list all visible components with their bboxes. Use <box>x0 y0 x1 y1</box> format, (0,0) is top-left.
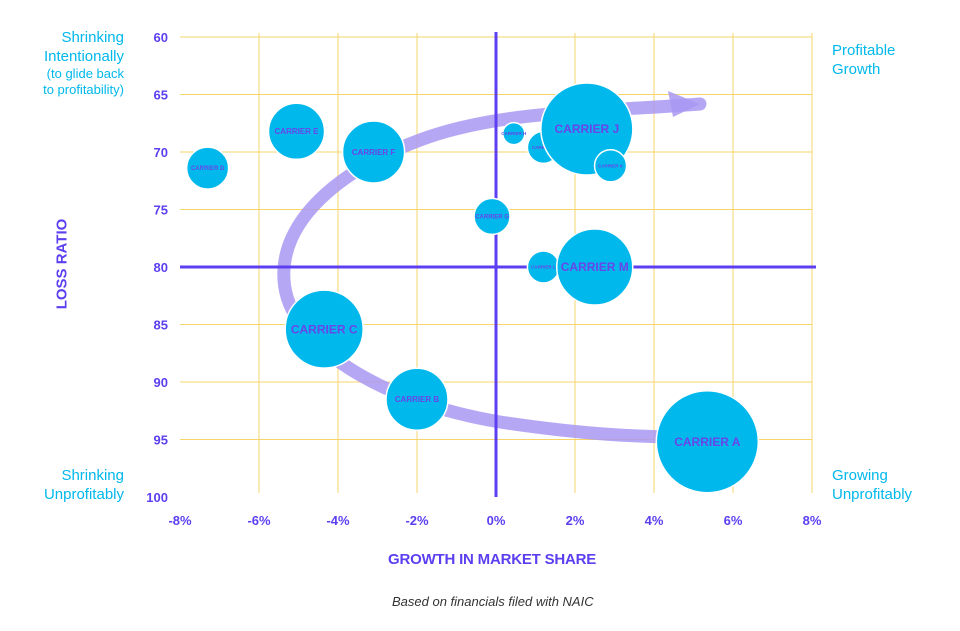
x-tick-label: 4% <box>645 513 664 528</box>
y-tick-label: 70 <box>154 145 168 160</box>
bubble-circle <box>655 390 760 494</box>
bubble-label: CARRIER I <box>532 145 555 150</box>
quadrant-line2: Unprofitably <box>832 486 913 503</box>
quadrant-title-line1: Shrinking <box>61 29 124 46</box>
bubble-label: CARRIER B <box>395 395 440 404</box>
trajectory-arrow <box>277 91 719 444</box>
y-tick-label: 95 <box>154 433 168 448</box>
bubble-carrier-m: CARRIER M <box>556 228 634 306</box>
bubble-label: CARRIER M <box>561 260 629 274</box>
quadrant-label-shrinking-intentionally: Shrinking Intentionally (to glide back t… <box>14 28 124 98</box>
bubble-circle <box>593 149 628 183</box>
bubble-label: CARRIER L <box>531 265 556 270</box>
y-axis-label: LOSS RATIO <box>53 218 71 310</box>
bubble-carrier-b: CARRIER B <box>385 367 449 431</box>
bubble-label: CARRIER G <box>475 215 509 221</box>
bubble-carrier-c: CARRIER C <box>284 289 364 369</box>
bubble-label: CARRIER A <box>674 435 741 449</box>
x-tick-label: -8% <box>168 513 192 528</box>
bubble-circle <box>185 146 230 190</box>
quadrant-sub-line1: (to glide back <box>46 66 124 81</box>
x-tick-label: 0% <box>487 513 506 528</box>
bubble-carrier-l: CARRIER L <box>526 250 561 284</box>
x-axis-label: GROWTH IN MARKET SHARE <box>388 551 597 568</box>
y-tick-label: 80 <box>154 260 168 275</box>
x-tick-label: -2% <box>405 513 429 528</box>
quadrant-title-line2: Intentionally <box>43 48 124 65</box>
bubble-label: CARRIER D <box>191 166 225 172</box>
bubble-carrier-d: CARRIER D <box>185 146 230 190</box>
bubble-label: CARRIER K <box>598 163 624 168</box>
bubble-label: CARRIER F <box>352 148 396 157</box>
bubble-carrier-a: CARRIER A <box>655 390 760 494</box>
x-tick-label: -6% <box>247 513 271 528</box>
bubble-label: CARRIER J <box>555 122 620 136</box>
x-tick-label: 2% <box>566 513 585 528</box>
quadrant-label-growing-unprofitably: Growing Unprofitably <box>832 466 912 504</box>
x-tick-label: 6% <box>724 513 743 528</box>
bubble-circle <box>385 367 449 431</box>
bubble-label: CARRIER C <box>291 322 358 336</box>
bubble-label: CARRIER E <box>275 127 320 136</box>
footnote: Based on financials filed with NAIC <box>392 594 594 609</box>
quadrant-line2: Growth <box>832 61 881 78</box>
y-tick-label: 100 <box>146 490 168 505</box>
bubble-carrier-g: CARRIER G <box>473 197 511 236</box>
quadrant-line2: Unprofitably <box>43 486 124 503</box>
quadrant-sub-line2: to profitability) <box>43 82 124 97</box>
bubble-circle <box>556 228 634 306</box>
reference-axes <box>180 32 816 497</box>
trajectory-arrow-head <box>668 91 700 117</box>
bubble-circle <box>502 121 526 146</box>
bubble-carrier-h: CARRIER H <box>501 121 526 146</box>
bubble-circle <box>341 120 406 184</box>
y-tick-label: 65 <box>154 88 168 103</box>
tick-labels: -8% -6% -4% -2% 0% 2% 4% 6% 8% 60 65 70 75 80 85 90 95 10… <box>146 30 822 528</box>
quadrant-label-profitable-growth: Profitable Growth <box>832 41 895 79</box>
bubble-label: CARRIER H <box>501 131 526 136</box>
bubble-circle <box>284 289 364 369</box>
quadrant-line1: Profitable <box>832 42 896 59</box>
bubble-carrier-f: CARRIER F <box>341 120 406 184</box>
bubbles: CARRIER A CARRIER B CARRIER C CARRIER D CARR… <box>185 82 760 494</box>
trajectory-arrow-path <box>277 97 719 444</box>
y-tick-label: 90 <box>154 375 168 390</box>
bubble-circle <box>473 197 511 236</box>
bubble-carrier-e: CARRIER E <box>267 102 326 161</box>
y-tick-label: 75 <box>154 203 168 218</box>
x-tick-label: 8% <box>803 513 822 528</box>
bubble-carrier-k: CARRIER K <box>593 149 628 183</box>
quadrant-line1: Growing <box>832 467 888 484</box>
quadrant-line1: Shrinking <box>61 467 124 484</box>
quadrant-label-shrinking-unprofitably: Shrinking Unprofitably <box>14 466 124 504</box>
bubble-circle <box>267 102 326 161</box>
y-tick-label: 85 <box>154 318 168 333</box>
x-tick-label: -4% <box>326 513 350 528</box>
y-tick-label: 60 <box>154 30 168 45</box>
